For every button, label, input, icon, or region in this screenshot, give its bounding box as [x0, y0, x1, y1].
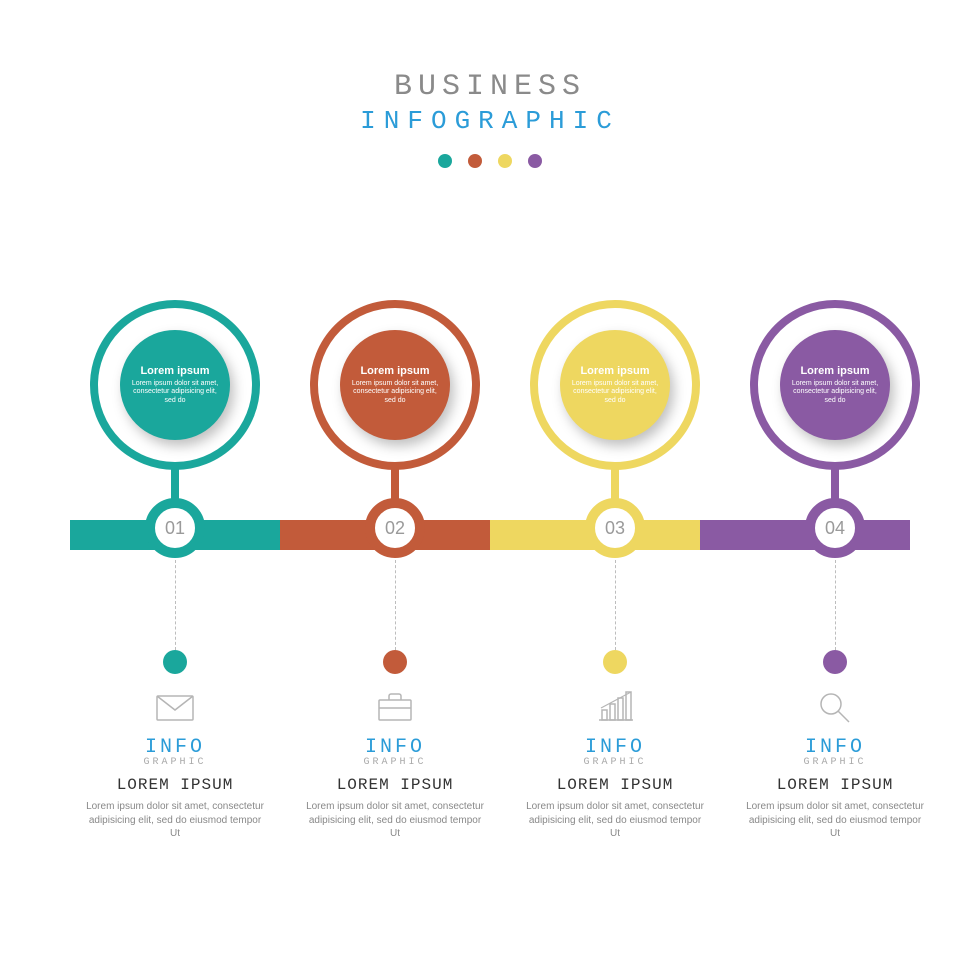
timeline-step: Lorem ipsum Lorem ipsum dolor sit amet, …: [70, 300, 280, 558]
step-stem: [831, 468, 839, 502]
connector-line: [395, 560, 396, 650]
briefcase-icon: [372, 688, 418, 728]
info-sublabel: GRAPHIC: [515, 757, 715, 768]
step-outer-ring: Lorem ipsum Lorem ipsum dolor sit amet, …: [310, 300, 480, 470]
legend-dot: [498, 154, 512, 168]
step-stem: [611, 468, 619, 502]
info-block: INFO GRAPHIC LOREM IPSUM Lorem ipsum dol…: [75, 736, 275, 841]
info-title: LOREM IPSUM: [295, 776, 495, 794]
step-inner-circle: Lorem ipsum Lorem ipsum dolor sit amet, …: [340, 330, 450, 440]
info-label: INFO: [295, 736, 495, 759]
circle-heading: Lorem ipsum: [800, 365, 869, 377]
step-number: 03: [605, 518, 625, 539]
circle-body: Lorem ipsum dolor sit amet, consectetur …: [128, 380, 222, 405]
step-number-ring: 02: [365, 498, 425, 558]
envelope-icon: [152, 688, 198, 728]
info-title: LOREM IPSUM: [515, 776, 715, 794]
info-title: LOREM IPSUM: [735, 776, 935, 794]
info-title: LOREM IPSUM: [75, 776, 275, 794]
step-number: 01: [165, 518, 185, 539]
legend-dot: [528, 154, 542, 168]
step-inner-circle: Lorem ipsum Lorem ipsum dolor sit amet, …: [780, 330, 890, 440]
connector-line: [175, 560, 176, 650]
circle-heading: Lorem ipsum: [580, 365, 649, 377]
info-block: INFO GRAPHIC LOREM IPSUM Lorem ipsum dol…: [735, 736, 935, 841]
info-sublabel: GRAPHIC: [75, 757, 275, 768]
step-number-ring: 03: [585, 498, 645, 558]
info-sublabel: GRAPHIC: [295, 757, 495, 768]
info-label: INFO: [735, 736, 935, 759]
step-number: 04: [825, 518, 845, 539]
timeline-step: Lorem ipsum Lorem ipsum dolor sit amet, …: [730, 300, 940, 558]
info-body: Lorem ipsum dolor sit amet, consectetur …: [75, 800, 275, 841]
step-stem: [391, 468, 399, 502]
step-outer-ring: Lorem ipsum Lorem ipsum dolor sit amet, …: [90, 300, 260, 470]
step-dot: [163, 650, 187, 674]
info-body: Lorem ipsum dolor sit amet, consectetur …: [735, 800, 935, 841]
step-dot: [383, 650, 407, 674]
magnifier-icon: [812, 688, 858, 728]
step-number-ring: 04: [805, 498, 865, 558]
title-line-1: BUSINESS: [0, 70, 980, 104]
info-body: Lorem ipsum dolor sit amet, consectetur …: [295, 800, 495, 841]
circle-heading: Lorem ipsum: [360, 365, 429, 377]
connector-line: [835, 560, 836, 650]
step-inner-circle: Lorem ipsum Lorem ipsum dolor sit amet, …: [120, 330, 230, 440]
circle-heading: Lorem ipsum: [140, 365, 209, 377]
step-dot: [823, 650, 847, 674]
connector-line: [615, 560, 616, 650]
info-block: INFO GRAPHIC LOREM IPSUM Lorem ipsum dol…: [515, 736, 715, 841]
info-sublabel: GRAPHIC: [735, 757, 935, 768]
info-label: INFO: [75, 736, 275, 759]
bar-chart-icon: [592, 688, 638, 728]
legend-dots: [0, 154, 980, 168]
circle-body: Lorem ipsum dolor sit amet, consectetur …: [568, 380, 662, 405]
step-stem: [171, 468, 179, 502]
step-inner-circle: Lorem ipsum Lorem ipsum dolor sit amet, …: [560, 330, 670, 440]
timeline-step: Lorem ipsum Lorem ipsum dolor sit amet, …: [290, 300, 500, 558]
legend-dot: [468, 154, 482, 168]
step-outer-ring: Lorem ipsum Lorem ipsum dolor sit amet, …: [750, 300, 920, 470]
step-dot: [603, 650, 627, 674]
step-outer-ring: Lorem ipsum Lorem ipsum dolor sit amet, …: [530, 300, 700, 470]
info-label: INFO: [515, 736, 715, 759]
step-number: 02: [385, 518, 405, 539]
info-block: INFO GRAPHIC LOREM IPSUM Lorem ipsum dol…: [295, 736, 495, 841]
timeline-step: Lorem ipsum Lorem ipsum dolor sit amet, …: [510, 300, 720, 558]
circle-body: Lorem ipsum dolor sit amet, consectetur …: [348, 380, 442, 405]
header: BUSINESS INFOGRAPHIC: [0, 0, 980, 168]
title-line-2: INFOGRAPHIC: [0, 106, 980, 136]
legend-dot: [438, 154, 452, 168]
step-number-ring: 01: [145, 498, 205, 558]
circle-body: Lorem ipsum dolor sit amet, consectetur …: [788, 380, 882, 405]
info-body: Lorem ipsum dolor sit amet, consectetur …: [515, 800, 715, 841]
